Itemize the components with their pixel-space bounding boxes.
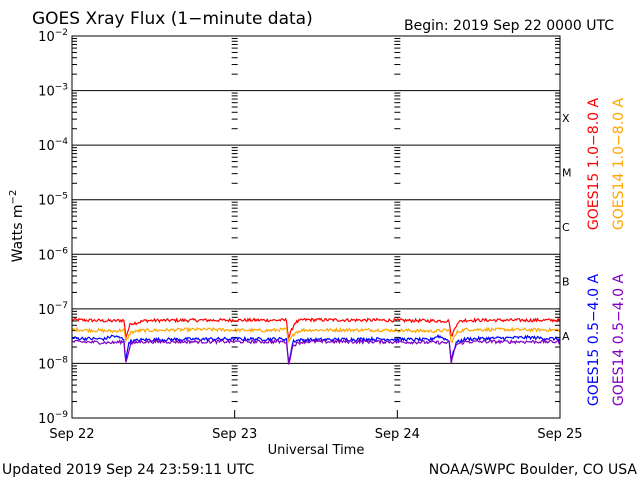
- svg-text:Watts m−2: Watts m−2: [8, 190, 26, 263]
- credit-text: NOAA/SWPC Boulder, CO USA: [429, 462, 638, 478]
- y-tick-base: 10: [38, 357, 55, 372]
- y-tick-base: 10: [38, 303, 55, 318]
- data-series: [71, 317, 561, 365]
- x-tick-labels: Sep 22 Sep 23 Sep 24 Sep 25: [49, 427, 582, 442]
- y-tick-label: 10−7: [38, 301, 68, 318]
- y-tick-label: 10−4: [38, 137, 68, 154]
- y-tick-exponent: −7: [55, 301, 68, 311]
- legend-entry: GOES14 0.5−4.0 A: [611, 274, 627, 407]
- flare-class-label: C: [562, 221, 570, 234]
- y-tick-base: 10: [38, 194, 55, 209]
- y-tick-base: 10: [38, 412, 55, 427]
- y-tick-label: 10−6: [38, 246, 68, 263]
- x-tick-label: Sep 23: [212, 427, 257, 442]
- legend: GOES15 1.0−8.0 A GOES14 1.0−8.0 A GOES15 0…: [586, 98, 627, 407]
- legend-entry: GOES15 0.5−4.0 A: [586, 274, 602, 407]
- flare-class-labels: X M C B A: [562, 112, 572, 343]
- y-tick-exponent: −8: [55, 355, 69, 365]
- x-tick-label: Sep 24: [375, 427, 420, 442]
- flare-class-label: B: [562, 276, 570, 289]
- y-axis-label-text: Watts m: [10, 204, 26, 262]
- y-tick-base: 10: [38, 85, 55, 100]
- flare-class-label: A: [562, 330, 570, 343]
- y-tick-exponent: −2: [55, 28, 68, 38]
- legend-entry: GOES14 1.0−8.0 A: [611, 98, 627, 231]
- y-tick-label: 10−8: [38, 355, 68, 372]
- flare-class-label: M: [562, 166, 572, 179]
- y-tick-exponent: −5: [55, 192, 68, 202]
- y-tick-exponent: −9: [55, 410, 69, 420]
- y-tick-exponent: −4: [55, 137, 69, 147]
- minor-tick-marks: [71, 37, 561, 418]
- y-tick-exponent: −6: [55, 246, 69, 256]
- legend-entry: GOES15 1.0−8.0 A: [586, 98, 602, 231]
- begin-label: Begin: 2019 Sep 22 0000 UTC: [404, 18, 614, 34]
- flare-class-label: X: [562, 112, 570, 125]
- x-tick-label: Sep 22: [49, 427, 94, 442]
- y-axis-label-exponent: −2: [8, 190, 19, 205]
- series-line: [71, 317, 561, 341]
- y-tick-label: 10−5: [38, 192, 68, 209]
- y-tick-exponent: −3: [55, 83, 68, 93]
- y-tick-base: 10: [38, 139, 55, 154]
- updated-timestamp: Updated 2019 Sep 24 23:59:11 UTC: [2, 462, 255, 478]
- y-tick-label: 10−3: [38, 83, 68, 100]
- plot-frame: [71, 35, 561, 419]
- grid-lines: [72, 90, 560, 364]
- x-axis-label: Universal Time: [268, 443, 365, 458]
- y-tick-label: 10−9: [38, 410, 68, 427]
- series-line: [71, 338, 561, 365]
- y-tick-base: 10: [38, 30, 55, 45]
- y-tick-base: 10: [38, 248, 55, 263]
- y-axis-label: Watts m−2: [8, 190, 26, 263]
- y-tick-labels: 10−210−310−410−510−610−710−810−9: [38, 28, 68, 427]
- y-tick-label: 10−2: [38, 28, 68, 45]
- chart-title: GOES Xray Flux (1−minute data): [32, 9, 313, 29]
- x-tick-label: Sep 25: [537, 427, 582, 442]
- series-line: [71, 333, 561, 364]
- series-line: [71, 326, 561, 344]
